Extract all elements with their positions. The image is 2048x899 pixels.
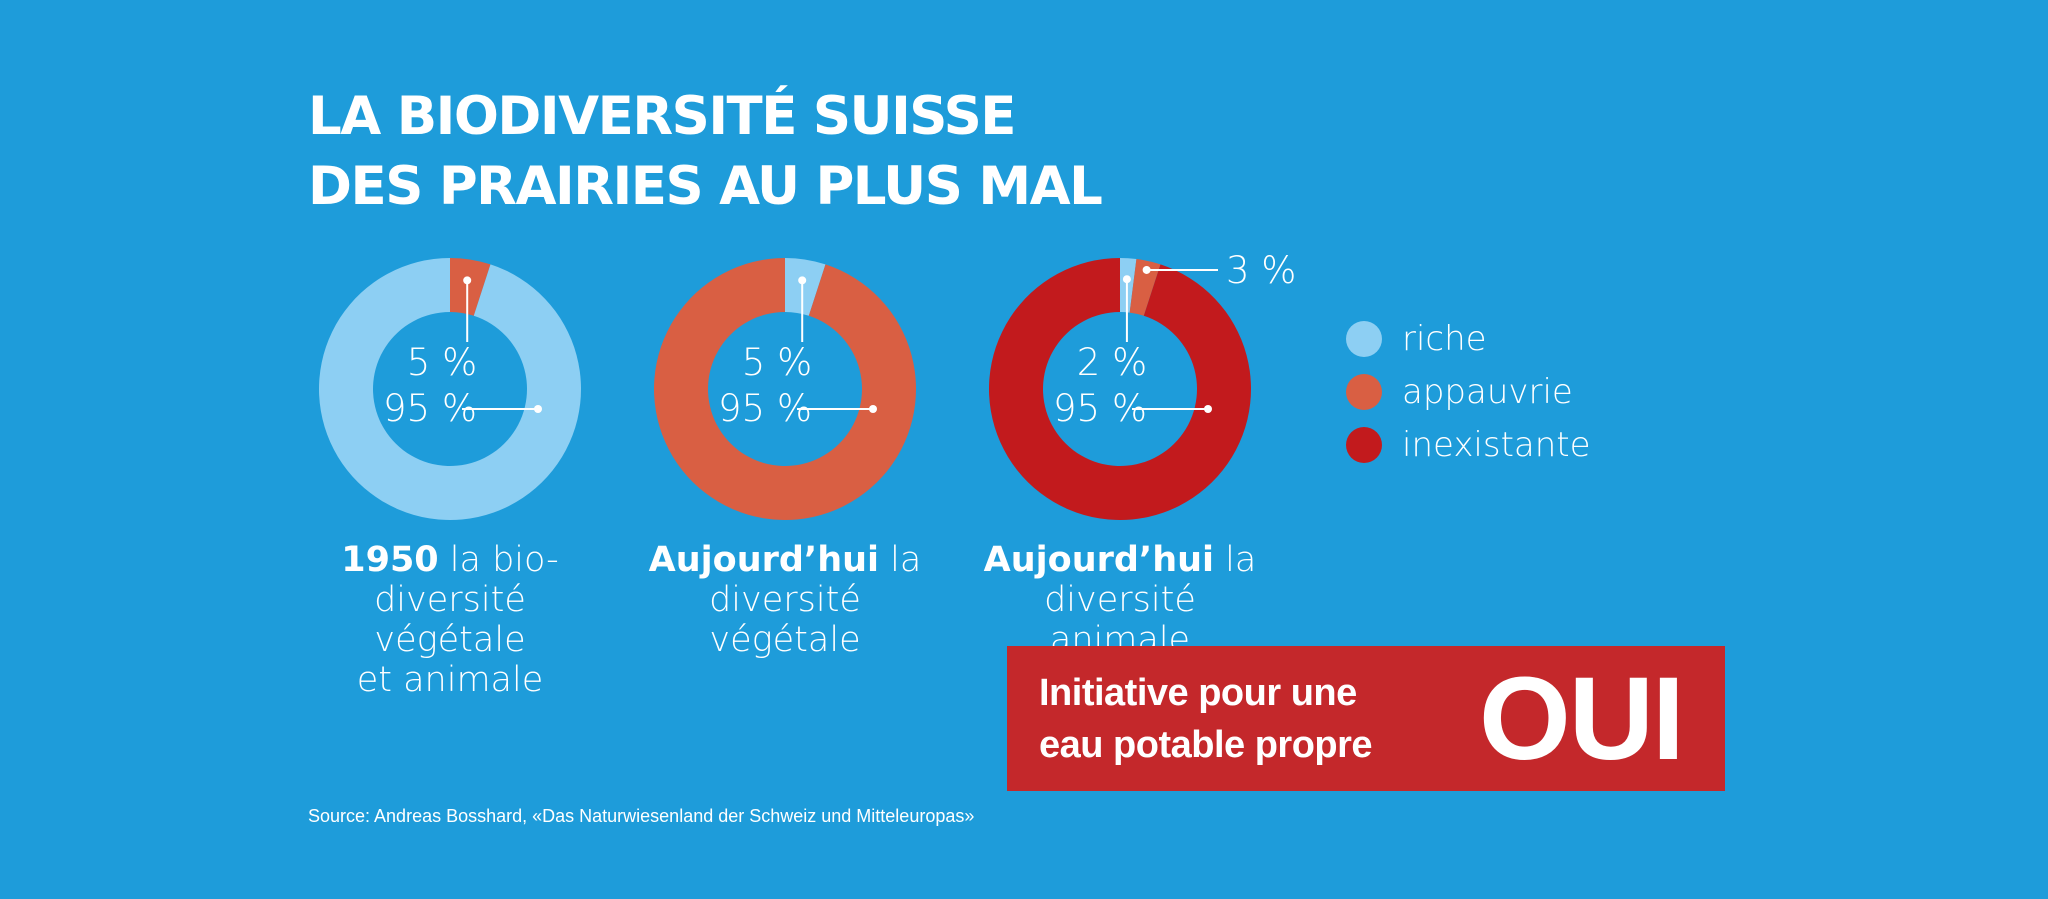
caption-today-animals: Aujourd’hui la diversité animale — [970, 540, 1270, 660]
donut-0-leader-dot-riche — [534, 405, 542, 413]
donut-1-label-appauvrie: 95 % — [718, 387, 812, 430]
donut-1-leader-dot-appauvrie — [869, 405, 877, 413]
caption-1950-line3: et animale — [356, 660, 544, 700]
donut-2-leader-dot-riche — [1122, 275, 1131, 284]
donut-0-label-appauvrie: 5 % — [407, 341, 477, 384]
legend-item-appauvrie: appauvrie — [1346, 365, 1591, 418]
cta-line-1: Initiative pour une — [1039, 671, 1357, 714]
donut-2-leader-dot-inexistante — [1204, 405, 1212, 413]
donut-2-label-riche: 2 % — [1077, 341, 1147, 384]
donut-0-slice-appauvrie — [450, 258, 491, 316]
cta-line-2: eau potable propre — [1039, 723, 1373, 766]
donut-2-slice-riche — [1120, 258, 1137, 313]
donut-1-slice-riche — [785, 258, 826, 316]
donut-2-label-inexistante: 95 % — [1053, 387, 1147, 430]
cta-banner: Initiative pour une eau potable propre O… — [1007, 646, 1725, 791]
legend-dot-inexistante — [1346, 426, 1382, 463]
caption-today-plants: Aujourd’hui la diversité végétale — [635, 540, 935, 660]
donut-2-leader-dot-appauvrie — [1142, 265, 1151, 274]
title-line-2: DES PRAIRIES AU PLUS MAL — [308, 156, 1103, 217]
caption-today-animals-rest: la — [1214, 540, 1257, 580]
caption-today-plants-line2: diversité végétale — [709, 580, 861, 660]
cta-text: Initiative pour une eau potable propre — [1039, 667, 1439, 771]
caption-1950: 1950 la bio- diversité végétale et anima… — [300, 540, 600, 700]
legend-item-inexistante: inexistante — [1346, 418, 1591, 471]
donut-1-label-riche: 5 % — [742, 341, 812, 384]
page-title: LA BIODIVERSITÉ SUISSE DES PRAIRIES AU P… — [308, 82, 1103, 222]
caption-today-animals-bold: Aujourd’hui — [983, 540, 1215, 580]
caption-today-plants-bold: Aujourd’hui — [648, 540, 880, 580]
donut-1-leader-dot-riche — [798, 276, 807, 285]
donut-1-slice-appauvrie — [653, 258, 916, 520]
legend: riche appauvrie inexistante — [1346, 312, 1591, 471]
caption-today-plants-rest: la — [879, 540, 922, 580]
donut-2-slice-inexistante — [988, 258, 1251, 520]
source-note: Source: Andreas Bosshard, «Das Naturwies… — [308, 806, 975, 826]
donut-2-slice-appauvrie — [1129, 259, 1161, 316]
donut-0-slice-riche — [319, 258, 582, 521]
caption-1950-line2: diversité végétale — [374, 580, 526, 660]
cta-vote: OUI — [1479, 652, 1685, 785]
legend-label-riche: riche — [1402, 318, 1487, 359]
donut-2-label-appauvrie: 3 % — [1226, 249, 1296, 292]
caption-1950-bold: 1950 — [341, 540, 439, 580]
legend-dot-appauvrie — [1346, 373, 1382, 410]
legend-dot-riche — [1346, 320, 1382, 357]
caption-1950-rest: la bio- — [438, 540, 559, 580]
legend-label-appauvrie: appauvrie — [1402, 371, 1573, 412]
title-line-1: LA BIODIVERSITÉ SUISSE — [308, 86, 1016, 147]
donut-0-label-riche: 95 % — [383, 387, 477, 430]
donut-0-leader-dot-appauvrie — [463, 276, 472, 285]
legend-label-inexistante: inexistante — [1402, 424, 1591, 465]
legend-item-riche: riche — [1346, 312, 1591, 365]
